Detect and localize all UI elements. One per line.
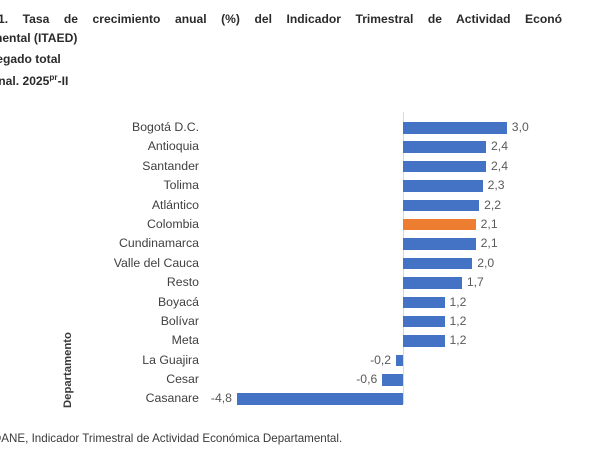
bar-row: Boyacá 1,2	[0, 293, 600, 312]
title-line-4-post: -II	[57, 73, 69, 88]
category-label: Casanare	[145, 391, 199, 406]
value-label: 1,2	[449, 313, 467, 328]
chart-title-block: fico 1. Tasa de crecimiento anual (%) de…	[0, 10, 600, 90]
category-label: La Guajira	[142, 352, 199, 367]
value-label: 2,3	[487, 178, 505, 193]
value-label: -4,8	[210, 391, 232, 406]
bar-row: Resto 1,7	[0, 273, 600, 292]
bar	[382, 374, 403, 386]
bar	[403, 296, 445, 309]
value-label: 2,4	[491, 139, 508, 154]
title-line-1: fico 1. Tasa de crecimiento anual (%) de…	[0, 12, 562, 26]
bar-row: Atlántico 2,2	[0, 196, 600, 215]
bar	[403, 218, 476, 231]
bar-row: La Guajira -0,2	[0, 351, 600, 370]
bar-row: Meta 1,2	[0, 331, 600, 350]
bar	[403, 257, 473, 270]
bar-row: Cundinamarca 2,1	[0, 234, 600, 253]
bar-row: Bogotá D.C. 3,0	[0, 118, 600, 137]
bar-row: Casanare -4,8	[0, 389, 600, 408]
bar	[403, 122, 507, 134]
bar-row: Bolívar 1,2	[0, 312, 600, 331]
category-label: Meta	[171, 333, 199, 348]
bar	[403, 315, 445, 328]
bar-row: Valle del Cauca 2,0	[0, 254, 600, 273]
category-label: Atlántico	[151, 197, 199, 212]
bar	[403, 180, 483, 192]
source-text: DANE, Indicador Trimestral de Actividad …	[0, 432, 343, 445]
bar-row: Colombia 2,1	[0, 215, 600, 234]
value-label: 2,4	[491, 158, 508, 173]
bar-row: Antioquia 2,4	[0, 137, 600, 156]
title-line-2: partamental (ITAED)	[0, 30, 78, 45]
title-line-4-superscript: pr	[49, 72, 58, 82]
category-label: Cesar	[166, 372, 199, 387]
value-label: 2,0	[477, 255, 495, 270]
value-label: 2,2	[484, 197, 502, 212]
bar-row: Santander 2,4	[0, 157, 600, 176]
title-line-3: or agregado total	[0, 52, 61, 66]
category-label: Santander	[142, 158, 199, 173]
bar-rows: Bogotá D.C. 3,0 Antioquia 2,4 Santander 2,4 To…	[0, 118, 600, 409]
bar	[403, 160, 487, 173]
category-label: Antioquia	[147, 139, 199, 154]
bar	[403, 335, 445, 347]
title-line-4-pre: e original. 2025	[0, 73, 50, 88]
bar	[403, 141, 487, 153]
value-label: -0,6	[356, 372, 378, 387]
bar	[403, 199, 480, 212]
bar-row: Tolima 2,3	[0, 176, 600, 195]
category-label: Bolívar	[160, 313, 199, 328]
value-label: 1,2	[449, 294, 467, 309]
value-label: 2,1	[480, 236, 498, 251]
category-label: Tolima	[163, 178, 199, 193]
value-label: 1,7	[466, 275, 484, 290]
bar-chart: Departamento Bogotá D.C. 3,0 Antioquia 2,4 S…	[0, 112, 600, 412]
category-label: Boyacá	[157, 294, 199, 309]
value-label: 3,0	[511, 120, 529, 134]
title-line-4: e original. 2025pr-II	[0, 69, 600, 91]
bar	[403, 277, 462, 289]
bar	[236, 393, 403, 405]
category-label: Valle del Cauca	[113, 255, 199, 270]
category-label: Colombia	[147, 216, 199, 231]
bar-row: Cesar -0,6	[0, 370, 600, 389]
value-label: 2,1	[480, 216, 498, 231]
category-label: Bogotá D.C.	[132, 120, 199, 134]
category-label: Resto	[166, 275, 199, 290]
source-note: ente: DANE, Indicador Trimestral de Acti…	[0, 432, 600, 445]
category-label: Cundinamarca	[119, 236, 199, 251]
bar	[396, 354, 403, 367]
bar	[403, 238, 476, 250]
value-label: -0,2	[370, 352, 392, 367]
value-label: 1,2	[449, 333, 467, 348]
